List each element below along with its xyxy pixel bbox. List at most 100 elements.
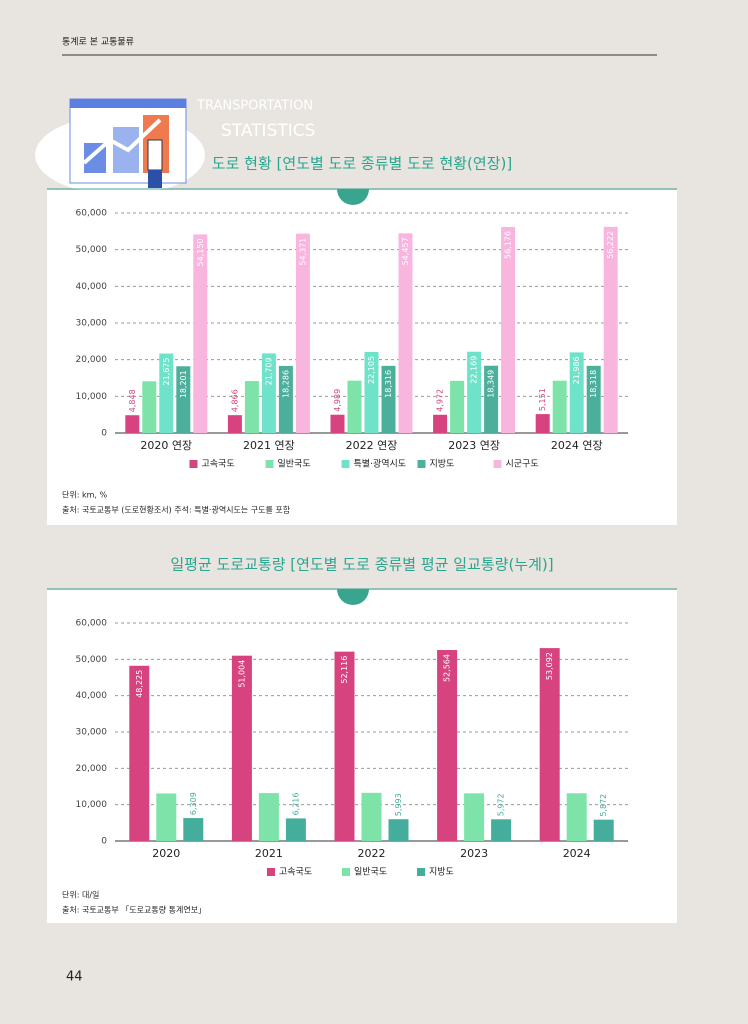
value-label: 48,225 (135, 670, 144, 698)
value-label: 56,176 (504, 231, 513, 259)
value-label: 22,105 (367, 356, 376, 384)
y-tick-label: 10,000 (76, 392, 108, 402)
legend-swatch (417, 460, 426, 468)
value-label: 54,150 (196, 238, 205, 266)
value-label: 13,183 (264, 797, 273, 825)
value-label: 21,675 (162, 358, 171, 386)
x-tick-label: 2021 연장 (243, 439, 295, 452)
badge-line: TRANSPORTATION (196, 99, 313, 114)
bar (347, 380, 362, 433)
bar (125, 415, 140, 433)
legend-label: 지방도 (429, 867, 454, 878)
value-label: 4,866 (230, 389, 239, 412)
bar (142, 381, 157, 433)
bar (295, 233, 310, 433)
bar (244, 381, 259, 433)
legend-swatch (342, 868, 350, 876)
y-tick-label: 20,000 (76, 764, 108, 774)
legend-label: 지방도 (430, 459, 455, 470)
value-label: 4,989 (333, 389, 342, 412)
bar (176, 366, 191, 433)
legend-label: 고속국도 (279, 867, 312, 878)
bar (491, 819, 512, 841)
bar (334, 651, 355, 841)
bar (159, 353, 174, 433)
legend-label: 특별·광역시도 (354, 458, 407, 470)
bar (278, 365, 293, 433)
bar (381, 365, 396, 433)
value-label: 52,116 (340, 656, 349, 684)
bar (603, 226, 618, 433)
bar (433, 414, 448, 433)
value-label: 18,318 (589, 370, 598, 398)
y-tick-label: 60,000 (76, 619, 108, 629)
bar (535, 414, 550, 433)
y-tick-label: 0 (101, 837, 107, 847)
value-label: 4,972 (436, 389, 445, 412)
value-label: 51,004 (237, 660, 246, 688)
value-label: 21,709 (264, 357, 273, 385)
value-label: 13,119 (470, 797, 479, 825)
illustration (35, 98, 205, 195)
y-tick-label: 60,000 (76, 209, 108, 219)
x-tick-label: 2022 연장 (346, 439, 398, 452)
tab (337, 189, 369, 205)
value-label: 18,349 (487, 370, 496, 398)
value-label: 6,216 (291, 793, 300, 816)
legend-swatch (189, 460, 198, 468)
value-label: 14,229 (453, 385, 462, 413)
x-tick-label: 2024 (563, 847, 591, 860)
bar (464, 793, 485, 841)
bar (364, 351, 379, 433)
bar (258, 793, 279, 841)
value-label: 14,175 (247, 385, 256, 413)
y-tick-label: 50,000 (76, 245, 108, 255)
y-tick-label: 50,000 (76, 655, 108, 665)
x-tick-label: 2024 연장 (551, 439, 603, 452)
bar (231, 655, 252, 841)
value-label: 13,093 (162, 797, 171, 825)
legend-label: 시군구도 (506, 459, 539, 470)
legend-swatch (417, 868, 425, 876)
y-tick-label: 0 (101, 429, 107, 439)
y-tick-label: 30,000 (76, 728, 108, 738)
y-tick-label: 40,000 (76, 691, 108, 701)
value-label: 14,259 (555, 385, 564, 413)
y-tick-label: 30,000 (76, 319, 108, 329)
bar (361, 792, 382, 841)
legend-swatch (267, 868, 275, 876)
value-label: 18,286 (281, 370, 290, 398)
x-tick-label: 2022 (358, 847, 386, 860)
legend-swatch (341, 460, 350, 468)
value-label: 5,993 (394, 793, 403, 816)
x-tick-label: 2020 (152, 847, 180, 860)
chart-title: 일평균 도로교통량 [연도별 도로 종류별 평균 일교통량(누계)] (170, 556, 553, 574)
bar (437, 650, 458, 841)
bar (552, 380, 567, 433)
bar (484, 365, 499, 433)
source-note: 출처: 국토교통부 「도로교통량 통계연보」 (62, 905, 206, 915)
x-tick-label: 2023 연장 (448, 439, 500, 452)
gap (0, 525, 748, 590)
bar (388, 819, 409, 841)
bar (193, 234, 208, 433)
value-label: 56,222 (606, 231, 615, 259)
bar (129, 665, 150, 841)
x-tick-label: 2020 연장 (140, 439, 192, 452)
value-label: 5,872 (599, 794, 608, 817)
bar (566, 793, 587, 841)
legend-label: 일반국도 (354, 867, 387, 878)
bar (467, 351, 482, 433)
unit-note: 단위: km, % (62, 490, 107, 500)
legend-label: 고속국도 (202, 459, 235, 470)
bar (156, 793, 177, 841)
value-label: 18,201 (179, 370, 188, 398)
value-label: 5,972 (497, 793, 506, 816)
page-number: 44 (66, 970, 83, 985)
legend-swatch (493, 460, 502, 468)
bar (501, 227, 516, 433)
value-label: 22,169 (470, 356, 479, 384)
bar (183, 818, 204, 841)
bar (586, 365, 601, 433)
